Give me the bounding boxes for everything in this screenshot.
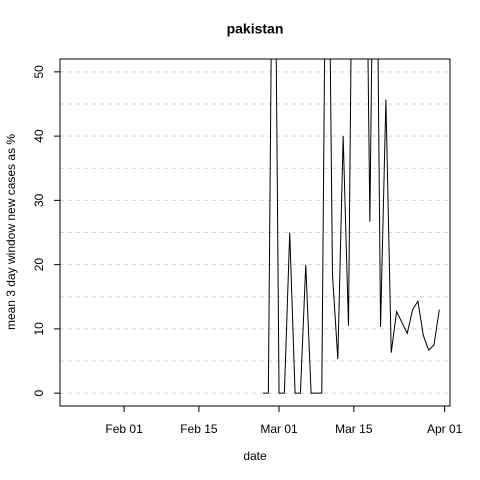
y-tick-label: 30 bbox=[32, 193, 46, 207]
x-tick-label: Feb 15 bbox=[180, 422, 218, 436]
y-tick-label: 40 bbox=[32, 129, 46, 143]
x-axis-label: date bbox=[243, 449, 267, 463]
x-tick-label: Mar 01 bbox=[260, 422, 298, 436]
x-tick-label: Apr 01 bbox=[427, 422, 463, 436]
y-axis-label: mean 3 day window new cases as % bbox=[4, 134, 18, 330]
plot-frame bbox=[59, 58, 451, 407]
plot-area bbox=[263, 59, 440, 394]
grid bbox=[60, 71, 450, 394]
x-tick-label: Feb 01 bbox=[105, 422, 143, 436]
data-line bbox=[263, 59, 440, 394]
chart-title: pakistan bbox=[227, 21, 284, 37]
y-tick-label: 50 bbox=[32, 65, 46, 79]
x-tick-label: Mar 15 bbox=[335, 422, 373, 436]
y-tick-label: 10 bbox=[32, 322, 46, 336]
y-tick-label: 0 bbox=[32, 389, 46, 396]
y-tick-label: 20 bbox=[32, 258, 46, 272]
